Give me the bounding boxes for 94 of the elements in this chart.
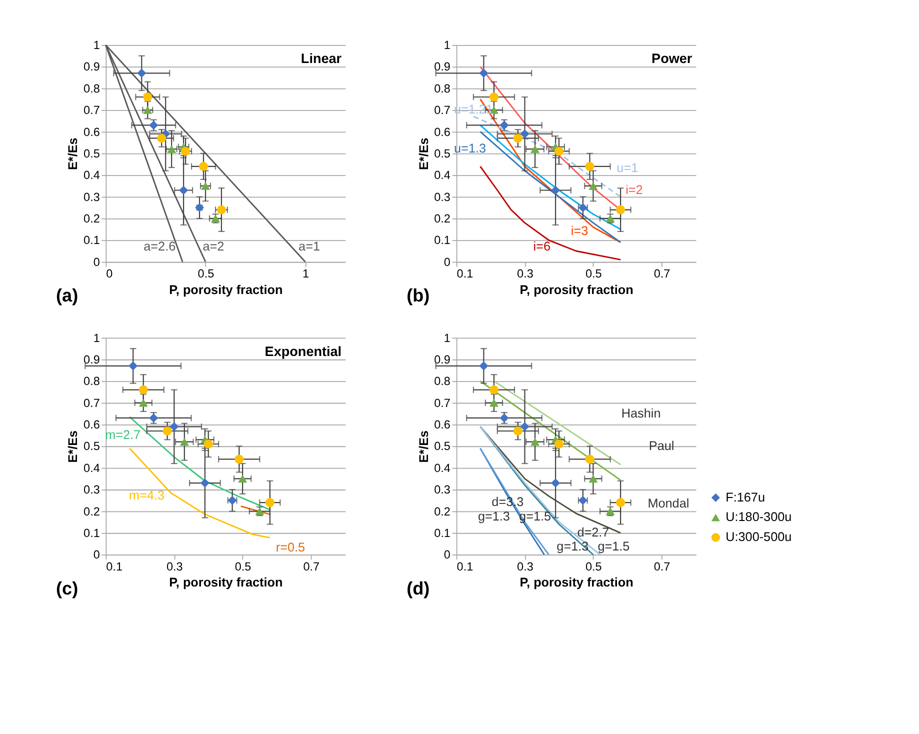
text: (b) — [406, 286, 430, 306]
x-tick-label: 0.7 — [303, 560, 320, 574]
y-tick-label: 0.2 — [434, 505, 450, 518]
chart-title: Exponential — [264, 344, 342, 359]
legend-label: U:180-300u — [726, 510, 792, 524]
y-tick-label: 0 — [93, 548, 100, 562]
y-axis-title: E*/Es — [66, 138, 80, 170]
y-tick-label: 0.3 — [434, 484, 451, 497]
y-tick-label: 1 — [93, 332, 100, 345]
annotation: Mondal — [648, 496, 690, 510]
y-tick-label: 0.5 — [434, 147, 451, 160]
x-tick-label: 0.3 — [517, 268, 534, 281]
x-axis-title: P, porosity fraction — [169, 282, 283, 297]
y-tick-label: 0 — [444, 548, 451, 562]
annotation: u=1 — [616, 161, 638, 176]
y-axis-title: E*/Es — [66, 430, 80, 463]
y-tick-label: 0.1 — [434, 526, 450, 540]
y-tick-label: 0.6 — [434, 126, 451, 139]
x-tick-label: 0.3 — [517, 560, 534, 574]
y-tick-label: 0.6 — [434, 418, 451, 432]
y-tick-label: 0.9 — [84, 60, 100, 74]
y-tick-label: 0.7 — [84, 104, 100, 118]
y-tick-label: 1 — [444, 332, 450, 345]
legend-label: F:167u — [726, 490, 765, 504]
x-tick-label: 0.1 — [106, 560, 122, 574]
y-tick-label: 0.8 — [84, 82, 100, 96]
x-tick-label: 0.7 — [654, 560, 670, 574]
x-axis-title: P, porosity fraction — [520, 282, 634, 297]
x-tick-label: 0.7 — [654, 268, 670, 281]
y-tick-label: 0.8 — [434, 82, 451, 96]
y-tick-label: 1 — [93, 39, 100, 52]
y-tick-label: 0 — [444, 256, 451, 269]
y-tick-label: 0.7 — [434, 104, 450, 118]
text: (d) — [406, 578, 430, 598]
annotation: i=3 — [570, 224, 588, 238]
y-tick-label: 0.4 — [434, 462, 451, 475]
chart-title: Linear — [300, 51, 342, 66]
annotation: r=0.5 — [276, 540, 306, 555]
annotation: d=2.7 — [577, 526, 610, 540]
y-tick-label: 0.1 — [84, 526, 100, 540]
annotation: i=2 — [626, 182, 643, 197]
y-tick-label: 0.8 — [84, 375, 100, 388]
annotation: m=4.3 — [129, 488, 165, 503]
x-tick-label: 0.5 — [585, 268, 602, 281]
y-axis-title: E*/Es — [416, 430, 431, 463]
y-tick-label: 0.1 — [434, 234, 450, 248]
y-tick-label: 0.6 — [84, 418, 100, 432]
x-axis-title: P, porosity fraction — [520, 576, 634, 590]
annotation: Paul — [648, 438, 674, 453]
y-tick-label: 0.7 — [434, 396, 450, 410]
x-tick-label: 1 — [302, 268, 309, 281]
y-tick-label: 0 — [93, 256, 100, 269]
chart-title: Power — [652, 51, 693, 66]
x-axis-title: P, porosity fraction — [169, 576, 283, 590]
x-tick-label: 0.1 — [456, 560, 474, 574]
y-tick-label: 0.5 — [84, 147, 100, 160]
y-tick-label: 0.3 — [434, 190, 451, 204]
y-tick-label: 0.9 — [84, 353, 100, 366]
annotation: a=1 — [298, 239, 320, 254]
y-tick-label: 0.5 — [434, 440, 451, 454]
x-tick-label: 0.1 — [456, 268, 474, 281]
y-tick-label: 0.8 — [434, 375, 451, 388]
annotation: a=2.6 — [144, 239, 176, 254]
x-tick-label: 0.3 — [166, 560, 184, 574]
y-tick-label: 0.5 — [84, 440, 100, 454]
y-tick-label: 1 — [444, 39, 450, 52]
y-tick-label: 0.9 — [434, 353, 450, 366]
annotation: Hashin — [621, 406, 661, 420]
y-tick-label: 0.2 — [84, 212, 100, 226]
annotation: m=2.7 — [105, 428, 141, 442]
x-tick-label: 0.5 — [198, 268, 215, 281]
y-tick-label: 0.6 — [84, 126, 100, 139]
y-tick-label: 0.4 — [84, 169, 100, 182]
text: (a) — [56, 286, 78, 306]
y-tick-label: 0.3 — [84, 190, 100, 204]
annotation: u=1.3 — [454, 142, 486, 156]
legend-label: U:300-500u — [726, 530, 792, 544]
y-tick-label: 0.2 — [84, 505, 100, 518]
y-tick-label: 0.7 — [84, 396, 100, 410]
y-tick-label: 0.4 — [434, 169, 451, 182]
x-tick-label: 0.5 — [234, 560, 252, 574]
y-tick-label: 0.9 — [434, 60, 450, 74]
x-tick-label: 0.5 — [585, 560, 602, 574]
y-tick-label: 0.2 — [434, 212, 450, 226]
text: (c) — [56, 578, 78, 598]
annotation: i=6 — [533, 239, 550, 254]
y-tick-label: 0.3 — [84, 484, 100, 497]
annotation: g=1.5 — [598, 540, 630, 554]
y-tick-label: 0.4 — [84, 462, 100, 475]
y-tick-label: 0.1 — [84, 234, 100, 248]
y-axis-title: E*/Es — [416, 138, 431, 170]
annotation: g=1.3 — [478, 509, 510, 524]
annotation: a=2 — [202, 239, 224, 254]
x-tick-label: 0 — [106, 268, 114, 281]
